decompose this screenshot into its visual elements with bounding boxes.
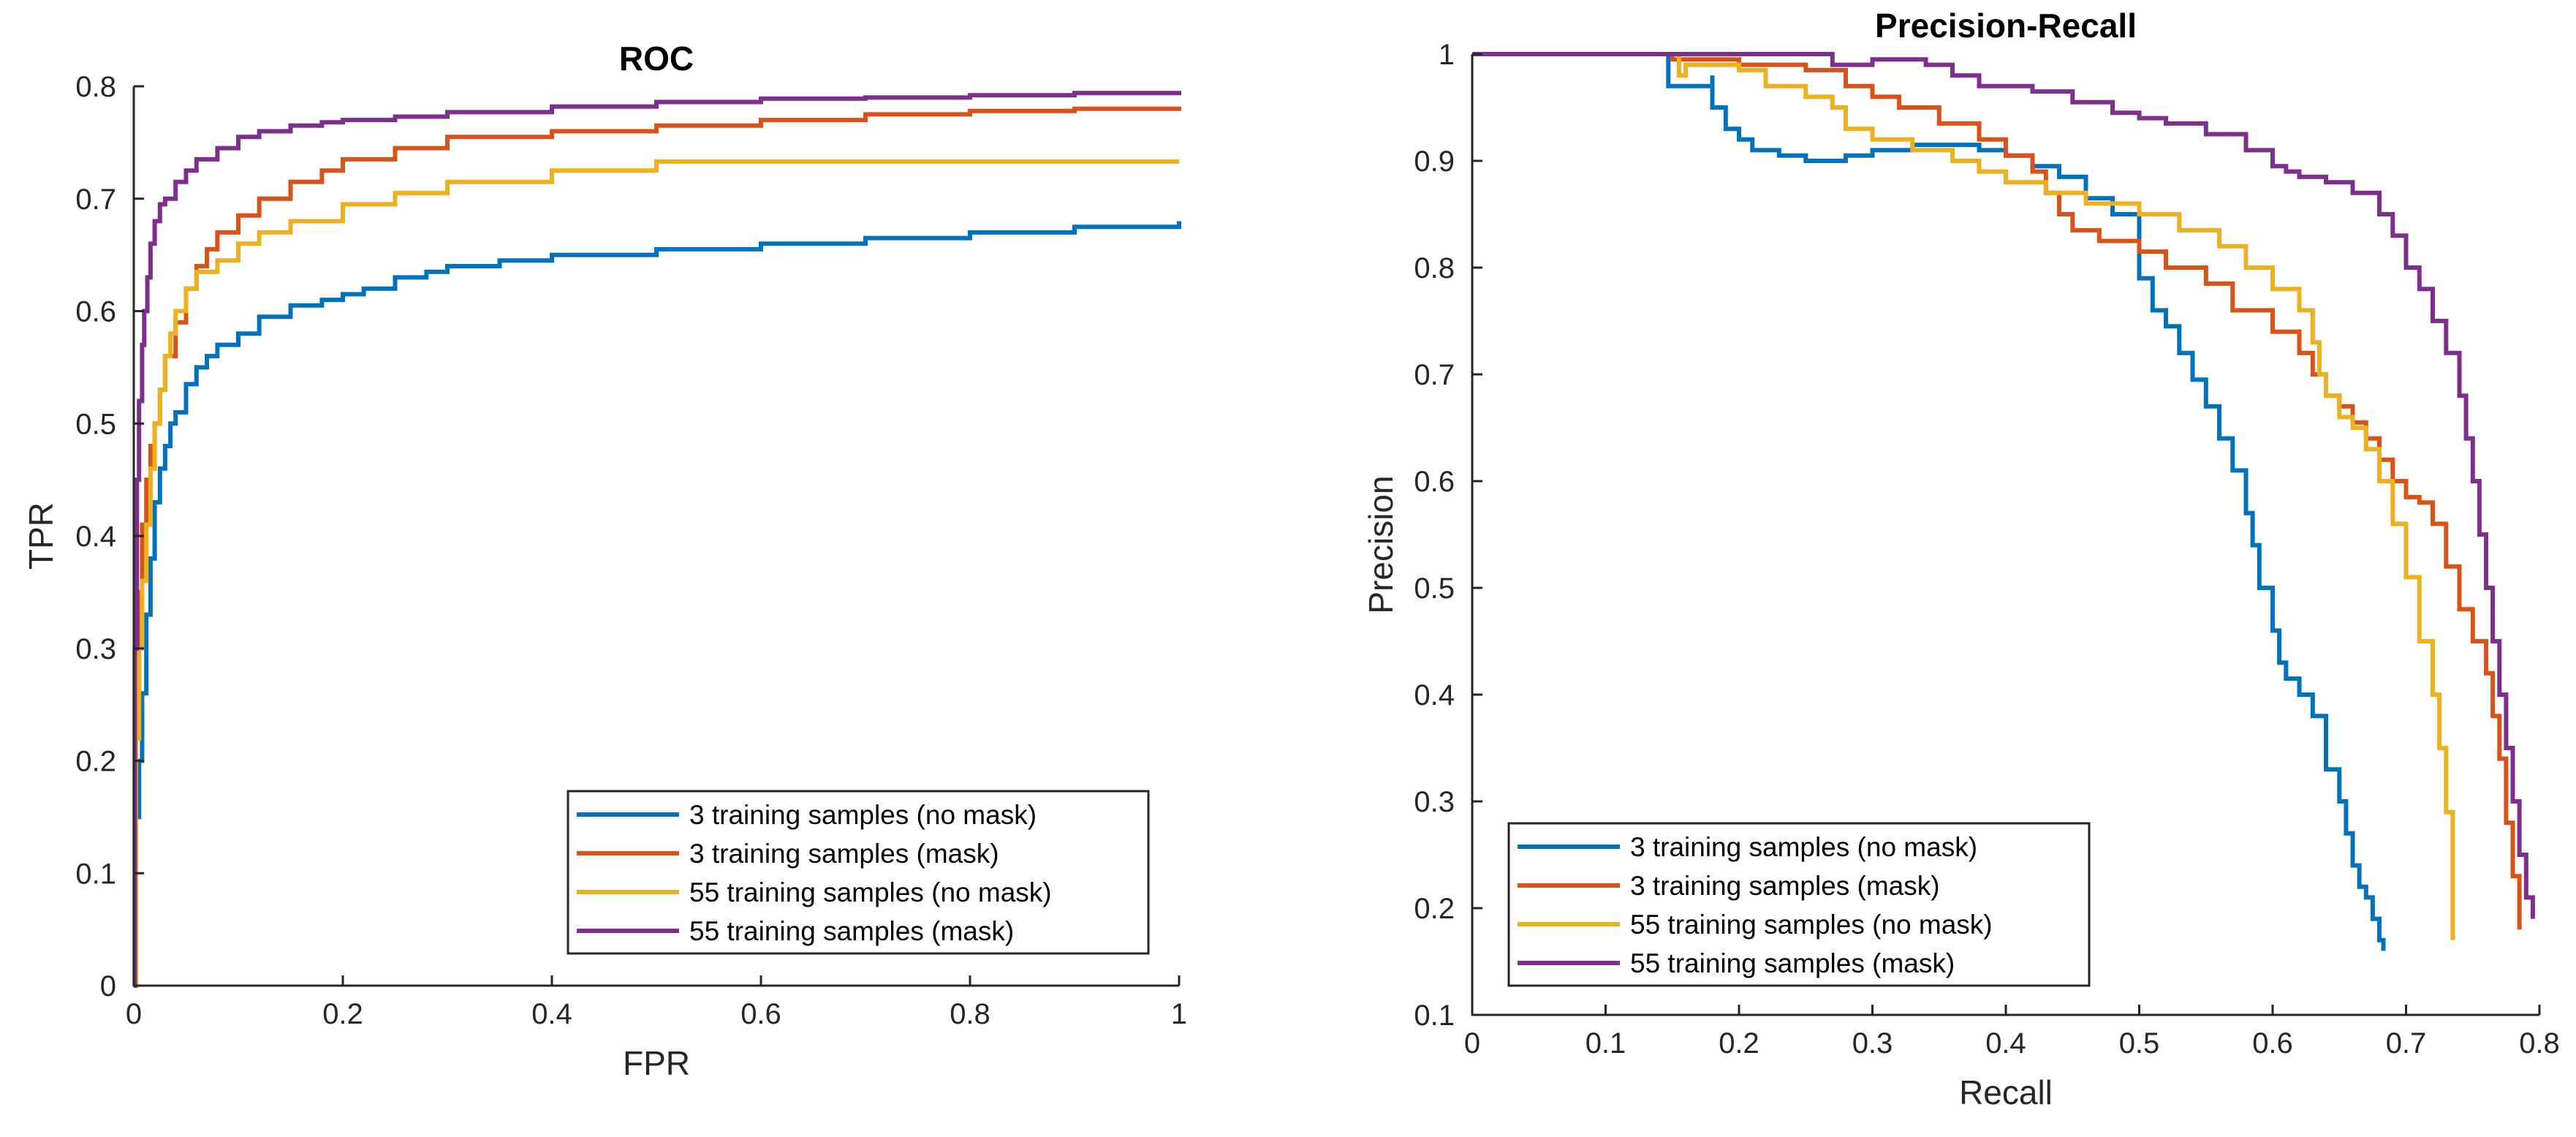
- roc-y-tick-label: 0.1: [75, 858, 116, 890]
- pr-legend-label-0: 3 training samples (no mask): [1630, 832, 1977, 862]
- pr-chart: 0 0.1 0.2 0.3 0.4 0.5 0.6 0.7 0.8 0.10.20.30.40.…: [1362, 7, 2560, 1111]
- pr-series-line-0: [1472, 52, 2386, 951]
- pr-y-tick-label: 0.3: [1414, 786, 1455, 818]
- pr-legend-label-1: 3 training samples (mask): [1630, 871, 1940, 901]
- roc-x-label: FPR: [623, 1044, 690, 1082]
- roc-legend-label-1: 3 training samples (mask): [689, 839, 999, 869]
- pr-x-tick-label: 0.6: [2252, 1027, 2293, 1059]
- pr-y-ticks: 0.1 0.2 0.3 0.4 0.5 0.6 0.7 0.8 0.9 1: [1414, 39, 1482, 1032]
- pr-x-tick-label: 0.3: [1852, 1027, 1893, 1059]
- roc-x-tick-label: 0.6: [740, 998, 781, 1030]
- roc-x-tick-label: 1: [1171, 998, 1187, 1030]
- pr-legend-box: [1507, 822, 2091, 987]
- pr-y-tick-label: 0.6: [1414, 466, 1455, 498]
- roc-title: ROC: [619, 39, 694, 78]
- roc-x-tick-label: 0.2: [322, 998, 363, 1030]
- roc-y-tick-label: 0.7: [75, 184, 116, 216]
- pr-series-line-3: [1472, 52, 2535, 919]
- pr-x-ticks: 0 0.1 0.2 0.3 0.4 0.5 0.6 0.7 0.8: [1464, 1005, 2560, 1059]
- roc-x-tick-label: 0.8: [950, 998, 990, 1030]
- roc-series-line-3: [132, 91, 1181, 988]
- roc-chart: 0 0.2 0.4 0.6 0.8 1 0 0.1 0.2 0.3 0.4 0.5 0.6 0.7 0.8…: [22, 39, 1187, 1082]
- pr-x-tick-label: 0.8: [2519, 1027, 2560, 1059]
- roc-y-tick-label: 0.2: [75, 746, 116, 778]
- pr-x-tick-label: 0.1: [1586, 1027, 1626, 1059]
- roc-legend-box: [567, 790, 1150, 955]
- roc-y-tick-label: 0.5: [75, 408, 116, 440]
- roc-legend-label-3: 55 training samples (mask): [689, 916, 1014, 946]
- pr-series-group: [1472, 52, 2535, 951]
- pr-x-tick-label: 0.7: [2386, 1027, 2427, 1059]
- pr-series-line-2: [1472, 52, 2455, 940]
- pr-y-tick-label: 1: [1439, 39, 1455, 71]
- pr-y-tick-label: 0.4: [1414, 679, 1455, 711]
- roc-legend-label-2: 55 training samples (no mask): [689, 877, 1052, 907]
- roc-legend-label-0: 3 training samples (no mask): [689, 800, 1037, 830]
- roc-y-tick-label: 0: [100, 970, 116, 1002]
- pr-y-tick-label: 0.5: [1414, 573, 1455, 605]
- pr-y-tick-label: 0.8: [1414, 252, 1455, 284]
- roc-series-group: [132, 91, 1181, 988]
- pr-y-tick-label: 0.9: [1414, 146, 1455, 178]
- pr-legend-label-2: 55 training samples (no mask): [1630, 910, 1993, 940]
- pr-title: Precision-Recall: [1875, 7, 2137, 45]
- roc-y-tick-label: 0.3: [75, 633, 116, 665]
- pr-legend-label-3: 55 training samples (mask): [1630, 948, 1955, 978]
- roc-series-line-0: [133, 221, 1181, 988]
- pr-x-tick-label: 0: [1464, 1027, 1480, 1059]
- pr-y-label: Precision: [1362, 475, 1400, 613]
- pr-series-line-1: [1472, 52, 2522, 930]
- pr-legend: 3 training samples (no mask) 3 training …: [1507, 822, 2091, 987]
- roc-y-ticks: 0 0.1 0.2 0.3 0.4 0.5 0.6 0.7 0.8: [75, 71, 144, 1002]
- pr-x-label: Recall: [1959, 1073, 2053, 1111]
- pr-x-tick-label: 0.5: [2119, 1027, 2160, 1059]
- roc-x-tick-label: 0: [126, 998, 142, 1030]
- roc-x-ticks: 0 0.2 0.4 0.6 0.8 1: [126, 975, 1187, 1030]
- pr-y-tick-label: 0.2: [1414, 893, 1455, 925]
- pr-x-tick-label: 0.2: [1719, 1027, 1759, 1059]
- roc-y-tick-label: 0.8: [75, 71, 116, 103]
- roc-legend: 3 training samples (no mask) 3 training …: [567, 790, 1150, 955]
- roc-x-tick-label: 0.4: [531, 998, 572, 1030]
- roc-y-tick-label: 0.6: [75, 296, 116, 328]
- pr-y-tick-label: 0.1: [1414, 1000, 1455, 1032]
- pr-x-tick-label: 0.4: [1985, 1027, 2026, 1059]
- roc-y-tick-label: 0.4: [75, 521, 116, 553]
- pr-y-tick-label: 0.7: [1414, 359, 1455, 391]
- roc-series-line-2: [133, 159, 1179, 988]
- roc-y-label: TPR: [22, 502, 60, 570]
